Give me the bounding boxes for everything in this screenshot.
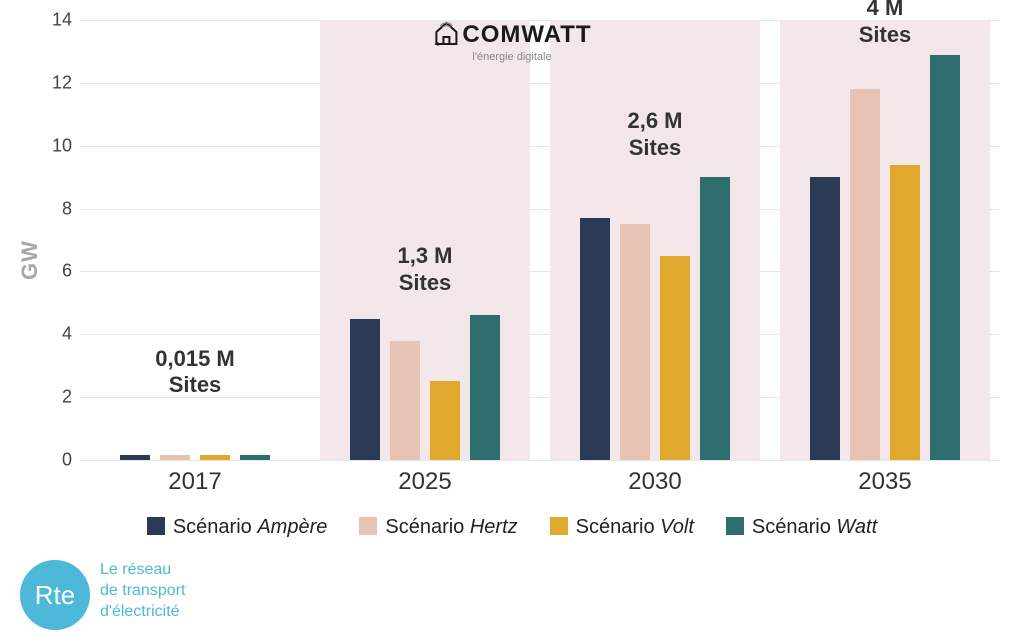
bar (930, 55, 960, 460)
legend-label: Scénario (752, 516, 837, 538)
rte-tagline-line: d'électricité (100, 603, 180, 620)
legend-swatch (147, 517, 165, 535)
y-tick-label: 4 (62, 324, 72, 345)
comwatt-logo: COMWATT l'énergie digitale (432, 20, 591, 63)
group-annotation: 1,3 MSites (397, 243, 452, 296)
group-annotation: 2,6 MSites (627, 108, 682, 161)
legend-swatch (359, 517, 377, 535)
gridline (80, 460, 1000, 461)
bar (700, 177, 730, 460)
legend-label: Scénario (576, 516, 661, 538)
rte-tagline-line: de transport (100, 582, 185, 599)
x-tick-label: 2035 (858, 468, 911, 496)
legend-label: Scénario (173, 516, 258, 538)
y-axis-label: GW (17, 240, 43, 280)
legend-swatch (550, 517, 568, 535)
y-tick-label: 0 (62, 450, 72, 471)
comwatt-logo-main: COMWATT (432, 20, 591, 53)
group-annotation: 0,015 MSites (155, 346, 235, 399)
bar (390, 341, 420, 460)
legend-swatch (726, 517, 744, 535)
chart-container: GW 0246810121420170,015 MSites20251,3 MS… (20, 10, 1010, 510)
bar (430, 381, 460, 460)
legend-label-italic: Watt (836, 516, 877, 538)
bar (850, 89, 880, 460)
rte-tagline-line: Le réseau (100, 561, 171, 578)
rte-logo-block: Rte Le réseau de transport d'électricité (20, 560, 420, 638)
bar (160, 455, 190, 460)
rte-logo-circle: Rte (20, 560, 90, 630)
y-tick-label: 12 (52, 72, 72, 93)
bar (350, 319, 380, 460)
plot-area: 0246810121420170,015 MSites20251,3 MSite… (80, 20, 1000, 460)
y-tick-label: 10 (52, 135, 72, 156)
bar (200, 455, 230, 460)
rte-tagline: Le réseau de transport d'électricité (100, 560, 420, 622)
bar (240, 455, 270, 460)
y-tick-label: 8 (62, 198, 72, 219)
bar (470, 315, 500, 460)
y-tick-label: 6 (62, 261, 72, 282)
comwatt-text: COMWATT (462, 21, 591, 48)
legend-item: Scénario Ampère (147, 516, 328, 539)
y-tick-label: 2 (62, 387, 72, 408)
x-tick-label: 2030 (628, 468, 681, 496)
legend-label-italic: Ampère (257, 516, 327, 538)
bar (580, 218, 610, 460)
bar (810, 177, 840, 460)
y-tick-label: 14 (52, 10, 72, 31)
legend-label: Scénario (385, 516, 470, 538)
legend-item: Scénario Hertz (359, 516, 517, 539)
legend-label-italic: Volt (660, 516, 694, 538)
legend-item: Scénario Volt (550, 516, 694, 539)
legend-label-italic: Hertz (470, 516, 518, 538)
bar (120, 455, 150, 460)
group-annotation: 4 MSites (859, 0, 912, 48)
x-tick-label: 2025 (398, 468, 451, 496)
bar (890, 165, 920, 460)
x-tick-label: 2017 (168, 468, 221, 496)
bar (660, 256, 690, 460)
legend-item: Scénario Watt (726, 516, 877, 539)
rte-logo-text: Rte (35, 580, 75, 611)
bar (620, 224, 650, 460)
legend: Scénario AmpèreScénario HertzScénario Vo… (0, 516, 1024, 539)
house-icon (432, 20, 460, 53)
